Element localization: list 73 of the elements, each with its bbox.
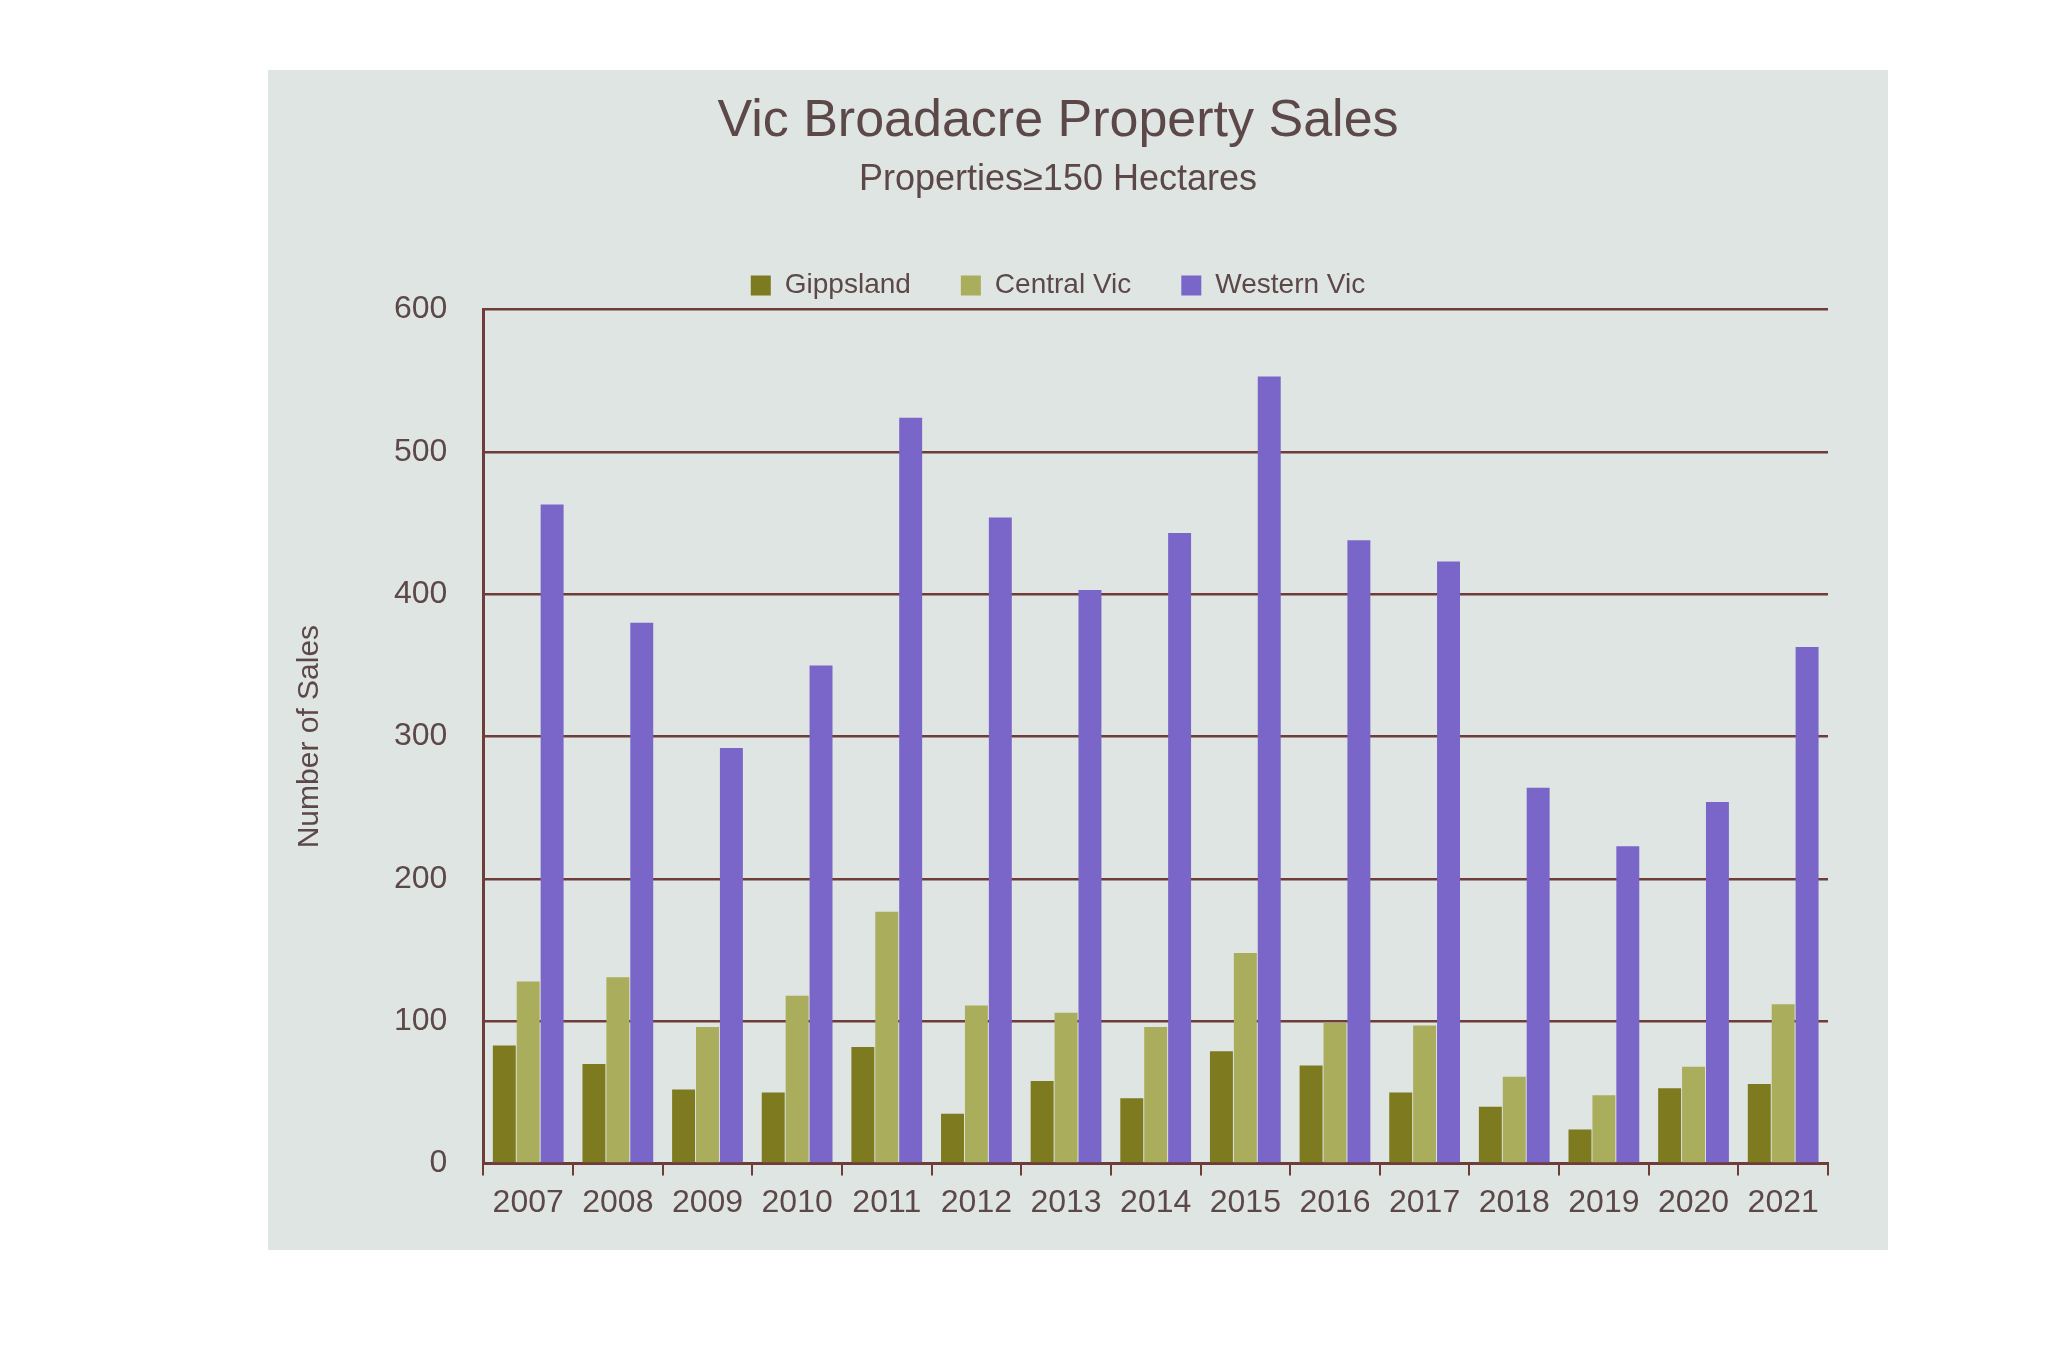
x-tick-label: 2020 — [1657, 1182, 1730, 1219]
x-tick-label: 2009 — [671, 1182, 744, 1219]
y-tick-label: 0 — [429, 1143, 448, 1180]
bar — [1209, 1051, 1233, 1163]
bar — [1795, 646, 1819, 1163]
bar — [1144, 1026, 1168, 1163]
x-tick-label: 2019 — [1568, 1182, 1640, 1219]
legend-label: Gippsland — [784, 268, 911, 300]
bar — [1705, 802, 1729, 1163]
bar — [696, 1026, 719, 1163]
bar — [875, 911, 899, 1163]
bar — [1771, 1004, 1795, 1163]
bar — [630, 622, 654, 1163]
bar — [1478, 1106, 1502, 1163]
bar — [1658, 1088, 1682, 1163]
x-tick-label: 2008 — [582, 1182, 654, 1219]
bar — [1568, 1129, 1592, 1163]
bar — [1502, 1076, 1526, 1163]
bar — [941, 1113, 964, 1163]
bar — [988, 517, 1012, 1163]
bar — [582, 1063, 606, 1163]
bar — [899, 417, 923, 1163]
x-tick-label: 2013 — [1030, 1182, 1102, 1219]
x-tick-label: 2012 — [940, 1182, 1013, 1219]
chart-title: Vic Broadacre Property Sales — [717, 88, 1399, 147]
x-tick-label: 2021 — [1747, 1182, 1819, 1219]
x-tick-label: 2015 — [1209, 1182, 1281, 1219]
bar — [540, 504, 564, 1163]
chart-subtitle: Properties≥150 Hectares — [859, 156, 1257, 198]
x-tick-label: 2014 — [1120, 1182, 1192, 1219]
bar — [1168, 533, 1192, 1163]
bar — [1616, 846, 1640, 1163]
bar — [1437, 561, 1460, 1163]
bar — [1682, 1066, 1706, 1163]
bar — [1120, 1098, 1144, 1163]
bar — [851, 1046, 875, 1163]
bar — [1257, 376, 1281, 1163]
bar — [809, 665, 833, 1163]
bar — [1078, 590, 1102, 1163]
bar — [964, 1005, 988, 1163]
bar — [1347, 540, 1371, 1163]
bar — [785, 995, 809, 1163]
legend-label: Western Vic — [1215, 268, 1366, 300]
x-tick-label: 2007 — [492, 1182, 564, 1219]
bar — [1323, 1022, 1347, 1163]
bar — [606, 977, 630, 1163]
bar — [1054, 1012, 1078, 1163]
bar — [761, 1092, 785, 1163]
bar — [1299, 1065, 1323, 1163]
bar — [1747, 1083, 1771, 1163]
y-tick-label: 400 — [394, 574, 448, 611]
bar — [1233, 952, 1257, 1163]
x-tick-label: 2010 — [761, 1182, 833, 1219]
y-tick-label: 500 — [394, 431, 448, 468]
bar — [719, 747, 743, 1163]
y-tick-label: 600 — [394, 289, 448, 326]
x-tick-label: 2018 — [1478, 1182, 1550, 1219]
bar — [1592, 1095, 1616, 1163]
bar — [1030, 1081, 1054, 1163]
bar — [516, 981, 540, 1163]
bar — [672, 1089, 696, 1163]
bar — [1526, 787, 1550, 1163]
bar — [1389, 1092, 1413, 1163]
y-tick-label: 200 — [394, 858, 448, 895]
y-tick-label: 300 — [394, 716, 448, 753]
y-axis-title: Number of Sales — [291, 624, 325, 849]
legend-label: Central Vic — [994, 268, 1132, 300]
y-tick-label: 100 — [394, 1001, 448, 1038]
bar — [1413, 1025, 1437, 1163]
x-tick-label: 2016 — [1299, 1182, 1371, 1219]
bar — [492, 1045, 516, 1163]
x-tick-label: 2011 — [852, 1182, 922, 1219]
x-tick-label: 2017 — [1389, 1182, 1461, 1219]
